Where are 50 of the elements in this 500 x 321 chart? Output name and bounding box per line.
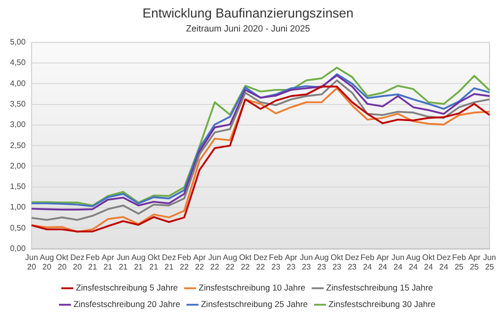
legend-label: Zinsfestschreibung 20 Jahre xyxy=(73,299,181,310)
x-tick-label: Feb 23 xyxy=(268,252,284,272)
y-tick-label: 5,00 xyxy=(10,38,26,47)
legend-label: Zinsfestschreibung 10 Jahre xyxy=(198,282,306,293)
x-tick-label: Aug 20 xyxy=(40,252,54,272)
x-tick-label: Aug 24 xyxy=(406,252,420,272)
x-tick-label: Jun 22 xyxy=(208,252,222,272)
x-tick-label: Jun 23 xyxy=(300,252,313,272)
y-tick-label: 2,50 xyxy=(10,140,26,150)
y-tick-label: 3,50 xyxy=(10,100,26,109)
x-tick-label: Feb 21 xyxy=(86,252,100,272)
x-tick-label: Okt 22 xyxy=(239,252,252,272)
x-tick-label: Okt 21 xyxy=(147,252,161,272)
x-tick-label: Jun 20 xyxy=(25,252,38,272)
y-tick-label: 0,00 xyxy=(10,244,26,254)
x-tick-label: Jun 21 xyxy=(116,252,130,272)
x-tick-label: Jun 25 xyxy=(483,252,496,272)
x-tick-label: Dez 22 xyxy=(253,252,268,272)
legend-label: Zinsfestschreibung 15 Jahre xyxy=(326,282,434,293)
x-tick-label: Okt 24 xyxy=(422,252,436,272)
y-tick-label: 4,50 xyxy=(10,58,26,68)
y-tick-label: 0,50 xyxy=(10,223,26,232)
x-tick-label: Aug 21 xyxy=(131,252,146,272)
chart-title: Entwicklung Baufinanzierungszinsen xyxy=(142,5,354,20)
y-tick-label: 1,50 xyxy=(10,182,26,192)
y-tick-label: 4,00 xyxy=(10,78,26,88)
x-tick-label: Dez 24 xyxy=(436,252,451,272)
y-tick-label: 3,00 xyxy=(10,120,26,130)
x-tick-label: Aug 22 xyxy=(222,252,238,272)
x-tick-label: Dez 23 xyxy=(345,252,360,272)
x-tick-label: Aug 23 xyxy=(314,252,329,272)
legend-label: Zinsfestschreibung 25 Jahre xyxy=(200,299,308,310)
x-tick-label: Dez 21 xyxy=(162,252,176,272)
x-tick-label: Apr 21 xyxy=(102,252,114,272)
chart-subtitle: Zeitraum Juni 2020 - Juni 2025 xyxy=(186,23,310,34)
x-tick-label: Okt 20 xyxy=(56,252,70,272)
x-tick-label: Feb 25 xyxy=(452,252,466,272)
x-tick-label: Dez 20 xyxy=(70,252,84,272)
y-tick-label: 1,00 xyxy=(10,202,26,212)
x-tick-label: Feb 22 xyxy=(177,252,192,272)
x-tick-label: Feb 24 xyxy=(360,252,375,272)
x-tick-label: Apr 25 xyxy=(468,252,481,272)
x-tick-label: Okt 23 xyxy=(330,252,344,272)
x-tick-label: Apr 22 xyxy=(193,252,206,272)
x-tick-label: Apr 24 xyxy=(376,252,390,272)
legend-label: Zinsfestschreibung 30 Jahre xyxy=(328,299,436,310)
x-tick-label: Jun 24 xyxy=(392,252,404,272)
legend-label: Zinsfestschreibung 5 Jahre xyxy=(76,282,178,293)
x-tick-label: Apr 23 xyxy=(284,252,298,272)
y-tick-label: 2,00 xyxy=(10,161,26,170)
